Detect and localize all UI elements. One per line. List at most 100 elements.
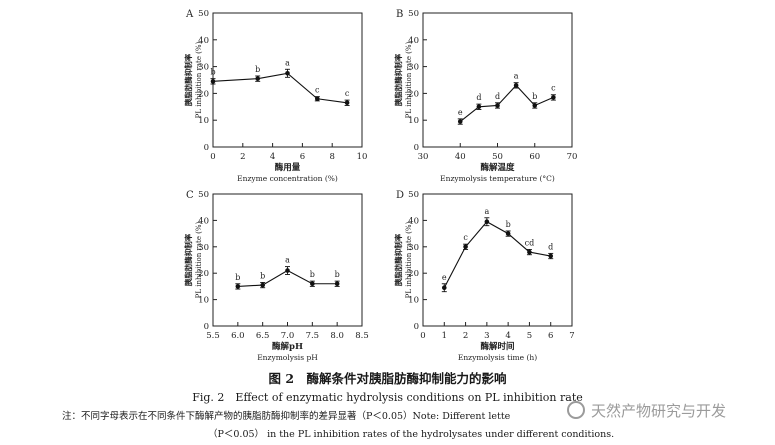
data-point — [457, 119, 463, 124]
plot-frame — [422, 12, 573, 148]
data-point — [235, 284, 241, 289]
data-point — [260, 282, 265, 288]
x-tick-label: 50 — [492, 152, 503, 162]
y-tick-label: 30 — [408, 243, 419, 253]
y-tick-label: 30 — [198, 243, 209, 253]
x-tick-label: 30 — [418, 152, 429, 162]
y-axis-title-cn: 胰脂肪酶抑制率 — [393, 53, 403, 106]
data-point — [315, 96, 320, 102]
significance-letter: a — [484, 207, 489, 216]
data-point — [255, 76, 260, 81]
y-tick-label: 0 — [414, 143, 419, 153]
x-tick-label: 6.5 — [256, 331, 270, 341]
data-point — [210, 79, 216, 84]
y-tick-label: 10 — [408, 296, 419, 306]
significance-letter: b — [506, 220, 511, 229]
panel-label: A — [185, 9, 194, 20]
x-tick-label: 1 — [442, 331, 447, 341]
x-tick-label: 60 — [529, 152, 540, 162]
y-tick-label: 40 — [408, 36, 419, 46]
x-tick-label: 7.5 — [306, 331, 320, 341]
data-point — [285, 71, 290, 76]
significance-letter: e — [442, 273, 447, 282]
significance-letter: e — [458, 108, 463, 117]
significance-letter: b — [210, 68, 215, 77]
y-tick-label: 50 — [408, 190, 419, 200]
y-tick-label: 30 — [408, 63, 419, 73]
y-tick-label: 10 — [198, 116, 209, 126]
data-point — [495, 103, 500, 108]
significance-letter: a — [285, 58, 290, 67]
significance-letter: c — [315, 86, 320, 95]
panel-label: B — [396, 9, 403, 20]
figure-title-en: Fig. 2 Effect of enzymatic hydrolysis co… — [192, 391, 583, 404]
y-axis-title-cn: 胰脂肪酶抑制率 — [393, 233, 403, 286]
figure-note-line1: 注：不同字母表示在不同条件下酶解产物的胰脂肪酶抑制率的差异显著（P＜0.05）N… — [62, 411, 511, 422]
significance-letter: b — [310, 270, 315, 279]
figure-title-cn: 图 2 酶解条件对胰脂肪酶抑制能力的影响 — [268, 371, 507, 386]
data-point — [527, 249, 532, 255]
x-tick-label: 4 — [270, 152, 275, 162]
y-tick-label: 0 — [204, 322, 209, 332]
significance-letter: c — [551, 84, 556, 93]
y-tick-label: 50 — [198, 190, 209, 200]
y-tick-label: 20 — [198, 269, 209, 279]
y-tick-label: 20 — [408, 89, 419, 99]
x-axis-title-cn: 酶解pH — [272, 341, 303, 352]
watermark: 天然产物研究与开发 — [567, 400, 726, 421]
figure-note-line2: （P＜0.05） in the PL inhibition rates of t… — [208, 429, 615, 440]
watermark-text: 天然产物研究与开发 — [591, 402, 727, 420]
significance-letter: b — [235, 273, 240, 282]
y-tick-label: 30 — [198, 63, 209, 73]
x-tick-label: 7 — [569, 331, 574, 341]
x-tick-label: 10 — [357, 152, 368, 162]
significance-letter: a — [514, 72, 519, 81]
significance-letter: cd — [525, 238, 535, 247]
significance-letter: b — [260, 271, 265, 280]
x-axis-title-en: Enzymolysis temperature (°C) — [440, 174, 555, 183]
significance-letter: d — [495, 92, 500, 101]
series-line — [212, 72, 348, 104]
x-axis-title-cn: 酶解时间 — [480, 341, 514, 352]
x-axis-title-cn: 酶用量 — [275, 162, 301, 173]
x-tick-label: 40 — [455, 152, 466, 162]
y-tick-label: 40 — [408, 216, 419, 226]
x-tick-label: 0 — [210, 152, 215, 162]
x-tick-label: 8.0 — [330, 331, 344, 341]
data-point — [344, 100, 350, 106]
series-line — [459, 84, 554, 122]
y-axis-title-cn: 胰脂肪酶抑制率 — [183, 53, 193, 106]
x-tick-label: 5 — [527, 331, 532, 341]
y-tick-label: 10 — [408, 116, 419, 126]
y-tick-label: 0 — [414, 322, 419, 332]
y-tick-label: 20 — [198, 89, 209, 99]
x-axis-title-en: Enzymolysis time (h) — [458, 353, 537, 362]
x-tick-label: 70 — [567, 152, 578, 162]
panel-label: D — [396, 190, 404, 201]
series-line — [443, 221, 551, 288]
x-tick-label: 3 — [484, 331, 489, 341]
data-point — [476, 104, 482, 110]
y-tick-label: 50 — [198, 9, 209, 19]
significance-letter: d — [548, 242, 553, 251]
x-tick-label: 8.5 — [355, 331, 369, 341]
y-tick-label: 40 — [198, 36, 209, 46]
y-axis-title-en: PL inhibition rate (%) — [195, 41, 203, 118]
data-point — [513, 83, 519, 88]
y-axis-title-en: PL inhibition rate (%) — [405, 221, 413, 298]
significance-letter: d — [476, 93, 481, 102]
y-axis-title-en: PL inhibition rate (%) — [195, 221, 203, 298]
data-point — [505, 231, 511, 236]
chart-panel-c: C 0 10 20 30 40 50 5.5 6.0 6.5 7.0 7.5 8.0 8.5 酶解pHEnz… — [183, 190, 369, 362]
significance-letter: b — [255, 65, 260, 74]
y-tick-label: 10 — [198, 296, 209, 306]
significance-letter: b — [532, 92, 537, 101]
x-tick-label: 6 — [548, 331, 553, 341]
y-axis-title-en: PL inhibition rate (%) — [405, 41, 413, 118]
panel-label: C — [186, 190, 194, 201]
x-tick-label: 2 — [463, 331, 468, 341]
